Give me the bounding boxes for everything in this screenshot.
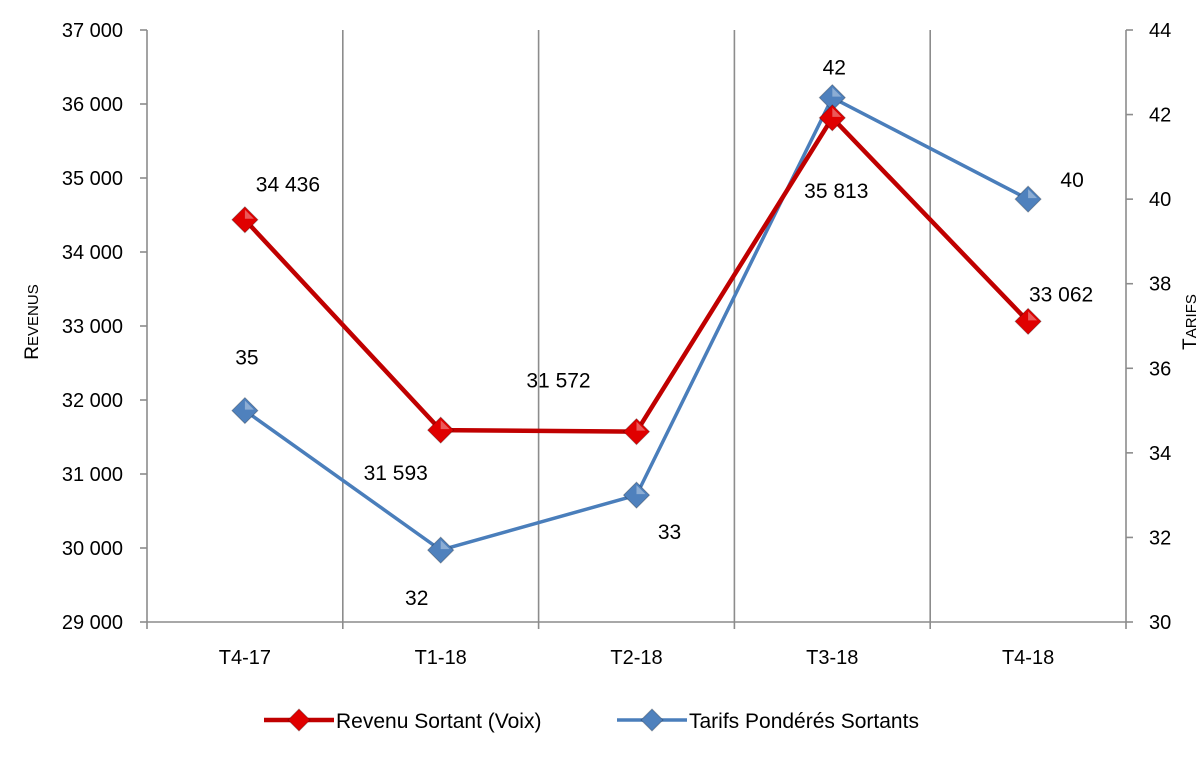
right-tick-label: 42 — [1149, 105, 1171, 127]
right-tick-label: 44 — [1149, 20, 1171, 42]
x-tick-label: T4-18 — [1002, 647, 1054, 669]
data-point-highlight — [832, 107, 842, 117]
x-tick-label: T1-18 — [415, 647, 467, 669]
data-label: 33 — [658, 521, 681, 544]
series-tarifs — [231, 83, 1042, 564]
data-point — [231, 396, 259, 425]
axes — [146, 30, 1127, 623]
data-point-highlight — [1028, 189, 1038, 199]
data-point-highlight — [636, 485, 646, 495]
left-tick-label: 36 000 — [62, 94, 123, 116]
right-tick-label: 30 — [1149, 612, 1171, 634]
legend-marker — [287, 708, 311, 732]
data-point-highlight — [244, 400, 254, 410]
data-point — [1014, 307, 1042, 336]
legend-label: Tarifs Pondérés Sortants — [689, 710, 919, 733]
legend: Revenu Sortant (Voix) Tarifs Pondérés Sor… — [264, 708, 919, 733]
x-tick-label: T3-18 — [806, 647, 858, 669]
left-tick-label: 32 000 — [62, 390, 123, 412]
data-label: 32 — [405, 587, 428, 610]
left-tick-label: 30 000 — [62, 538, 123, 560]
series-layer — [231, 83, 1042, 564]
legend-entry: Tarifs Pondérés Sortants — [617, 708, 919, 733]
legend-label: Revenu Sortant (Voix) — [336, 710, 541, 733]
data-point — [622, 481, 651, 509]
data-label: 34 436 — [256, 174, 320, 197]
series-line — [243, 115, 1030, 434]
data-label: 31 593 — [364, 462, 428, 485]
left-tick-label: 34 000 — [62, 242, 123, 264]
x-tick-label: T4-17 — [219, 647, 271, 669]
data-point — [1014, 185, 1042, 213]
left-axis-title: REVENUS — [22, 284, 43, 359]
data-point — [622, 417, 651, 446]
right-tick-label: 40 — [1149, 189, 1171, 211]
legend-marker — [640, 708, 664, 732]
data-point-highlight — [440, 420, 450, 430]
right-tick-label: 36 — [1149, 358, 1171, 380]
left-tick-label: 35 000 — [62, 168, 123, 190]
legend-entry: Revenu Sortant (Voix) — [264, 708, 541, 733]
data-point — [231, 206, 259, 234]
data-point — [426, 416, 455, 444]
data-point — [426, 536, 455, 564]
left-tick-label: 31 000 — [62, 464, 123, 486]
left-axis-ticks: 29 000 30 000 31 000 32 000 33 000 34 000 35 0… — [62, 20, 147, 634]
data-label: 35 813 — [804, 180, 868, 203]
data-label: 42 — [823, 57, 846, 80]
data-point-highlight — [636, 421, 646, 431]
data-point-highlight — [244, 209, 254, 219]
left-tick-label: 29 000 — [62, 612, 123, 634]
data-point-highlight — [1028, 311, 1038, 321]
data-label: 35 — [235, 347, 258, 370]
data-point — [818, 104, 847, 132]
left-tick-label: 33 000 — [62, 316, 123, 338]
x-axis-ticks: T4-17 T1-18 T2-18 T3-18 T4-18 — [146, 622, 1127, 669]
data-labels: 34 436 31 593 31 572 35 813 33 062 35 32 33 42 40 — [235, 57, 1093, 610]
right-tick-label: 34 — [1149, 443, 1171, 465]
data-label: 31 572 — [526, 370, 590, 393]
data-point-highlight — [440, 540, 450, 550]
right-axis-ticks: 30 32 34 36 38 40 42 44 — [1126, 20, 1171, 634]
data-label: 33 062 — [1029, 283, 1093, 306]
right-tick-label: 38 — [1149, 274, 1171, 296]
x-tick-label: T2-18 — [610, 647, 662, 669]
data-label: 40 — [1060, 169, 1083, 192]
series-revenu — [231, 104, 1042, 446]
right-axis-title: TARIFS — [1180, 294, 1201, 350]
right-tick-label: 32 — [1149, 527, 1171, 549]
left-tick-label: 37 000 — [62, 20, 123, 42]
data-point-highlight — [832, 87, 842, 97]
